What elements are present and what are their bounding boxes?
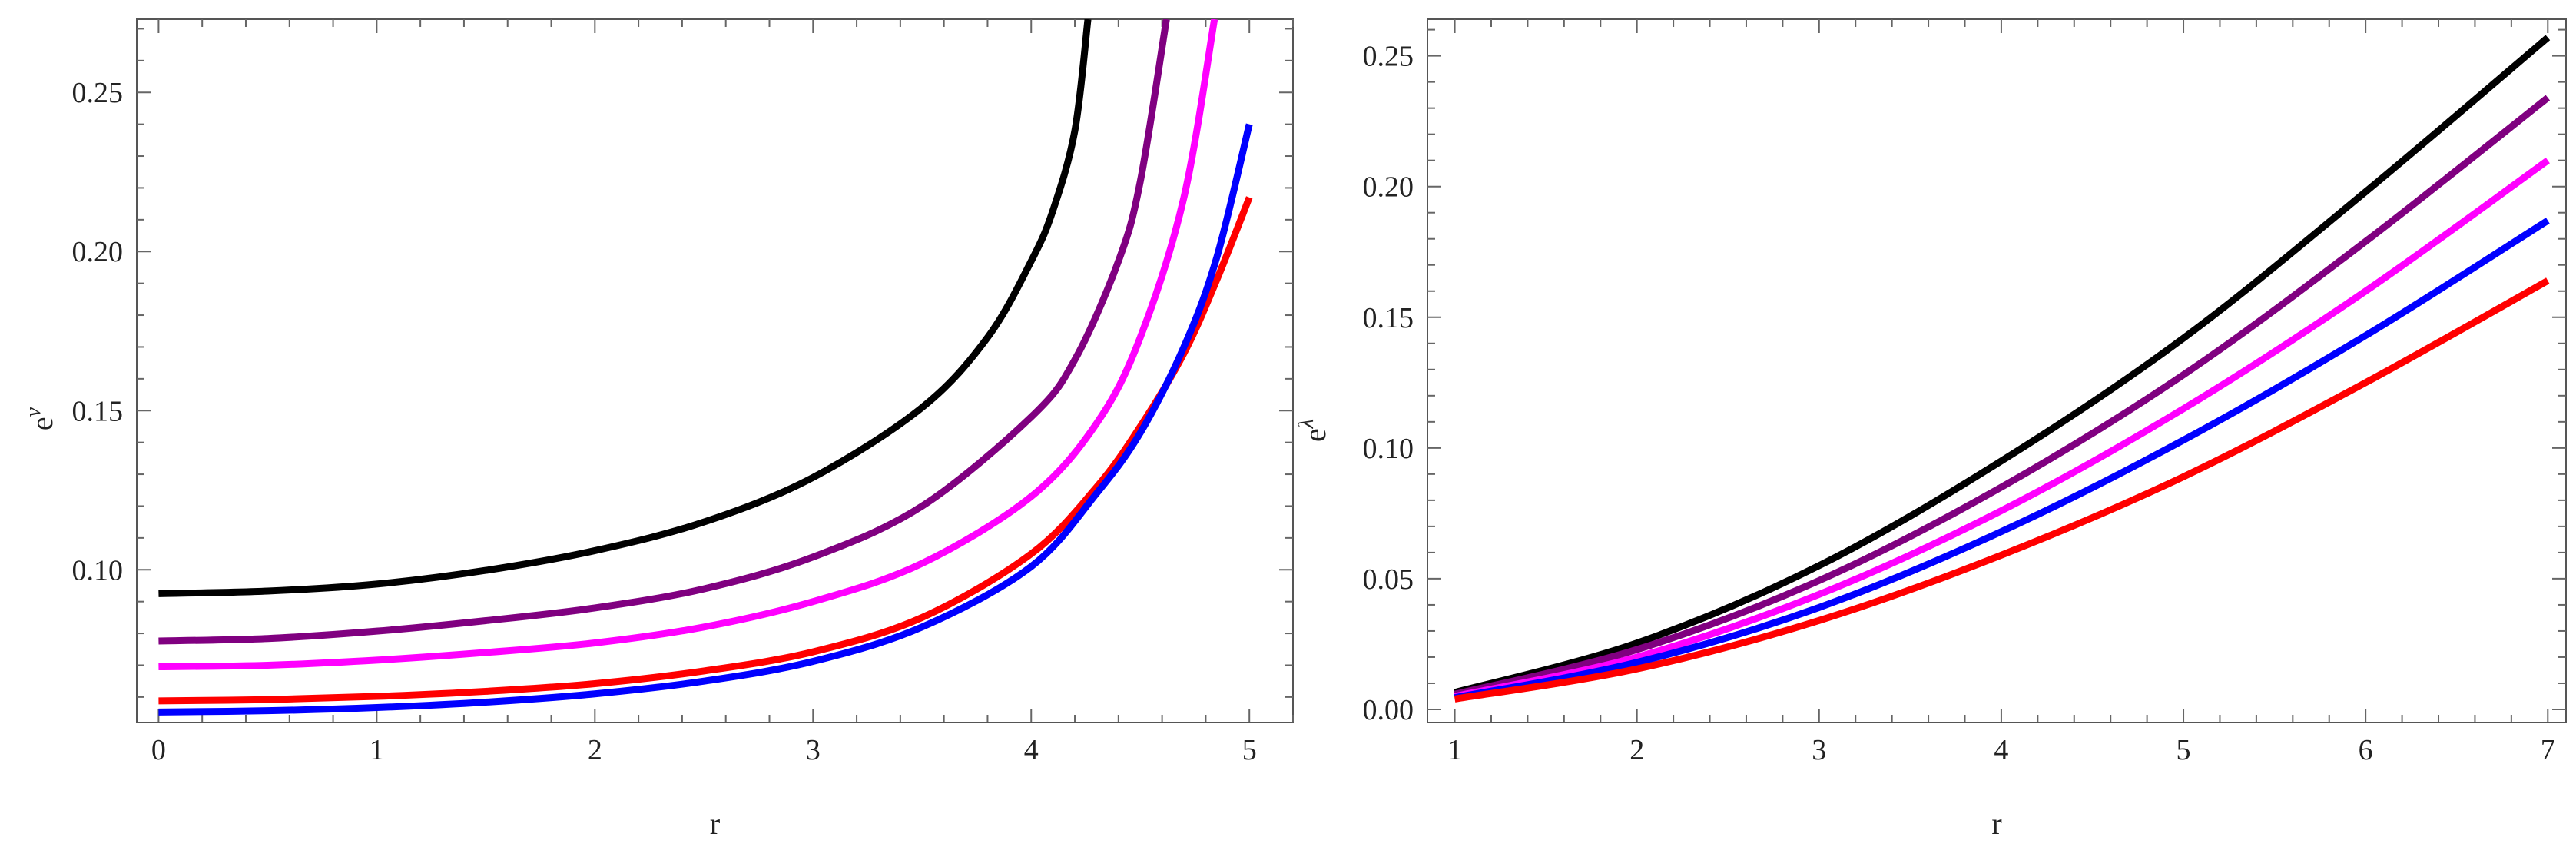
y-tick-label: 0.00 — [1363, 694, 1414, 726]
series-line-1 — [1454, 95, 2551, 698]
y-tick-label: 0.15 — [1363, 302, 1414, 334]
x-tick-label: 5 — [1242, 734, 1257, 766]
y-tick-label: 0.10 — [1363, 433, 1414, 465]
x-tick-label: 5 — [2177, 734, 2191, 766]
y-axis-label-superscript: ν — [22, 407, 45, 417]
y-tick-label: 0.20 — [1363, 171, 1414, 204]
x-tick-label: 6 — [2359, 734, 2373, 766]
x-tick-label: 7 — [2541, 734, 2555, 766]
series-line-0 — [158, 19, 1092, 597]
y-tick-label: 0.05 — [1363, 563, 1414, 596]
x-axis-label: r — [1991, 806, 2001, 841]
series-line-0 — [1454, 35, 2551, 696]
series-line-2 — [158, 19, 1218, 671]
y-tick-label: 0.25 — [1363, 41, 1414, 73]
y-tick-label: 0.10 — [72, 554, 124, 586]
plot-frame — [1427, 18, 2567, 723]
y-axis-label-superscript: λ — [1295, 419, 1318, 429]
x-tick-label: 2 — [588, 734, 602, 766]
x-tick-label: 4 — [1024, 734, 1039, 766]
x-tick-label: 3 — [806, 734, 821, 766]
chart-panel-right: 1 2 3 4 5 6 7 0.00 0.05 0.10 0.15 0.20 0.25 r eλ — [1295, 18, 2567, 841]
series-line-2 — [1454, 158, 2550, 700]
x-axis-label: r — [710, 806, 720, 841]
y-axis-label: eν — [22, 407, 59, 430]
y-tick-label: 0.15 — [72, 395, 124, 427]
x-tick-label: 2 — [1629, 734, 1644, 766]
x-tick-label: 0 — [151, 734, 166, 766]
x-tick-label: 1 — [370, 734, 384, 766]
series-line-4 — [158, 123, 1253, 716]
series-line-3 — [1454, 218, 2550, 702]
y-tick-label: 0.20 — [72, 236, 124, 268]
y-tick-label: 0.25 — [72, 77, 124, 109]
x-tick-label: 3 — [1812, 734, 1826, 766]
plot-frame — [136, 18, 1294, 723]
chart-panel-left: 0 1 2 3 4 5 0.10 0.15 0.20 0.25 r eν — [22, 18, 1294, 841]
x-tick-label: 1 — [1447, 734, 1462, 766]
x-tick-label: 4 — [1994, 734, 2008, 766]
series-line-1 — [158, 19, 1170, 645]
series-line-4 — [1454, 277, 2550, 703]
y-axis-label: eλ — [1295, 419, 1332, 442]
